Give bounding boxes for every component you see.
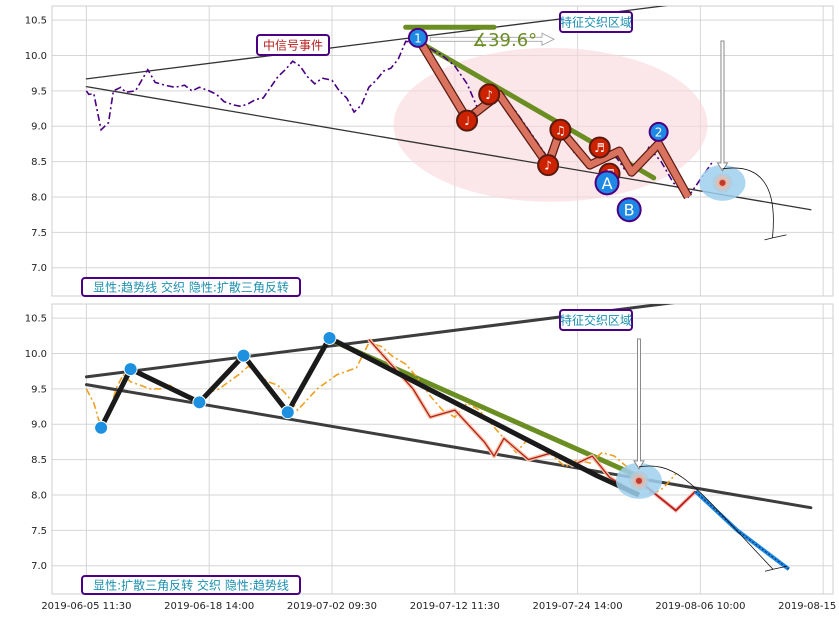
top-connector-curve <box>722 167 774 238</box>
numbered-marker-label: 2 <box>655 125 663 139</box>
top-bottom-label-text: 显性:趋势线 交织 隐性:扩散三角反转 <box>93 279 289 294</box>
bottom-ytick-label: 9.0 <box>31 420 47 431</box>
angle-label: ∡39.6° <box>472 30 537 51</box>
pivot-point-1 <box>123 362 138 377</box>
top-ytick-label: 8.5 <box>31 157 47 168</box>
event-label: 中信号事件 <box>256 34 330 56</box>
bottom-ytick-label: 7.0 <box>31 561 47 572</box>
x-tick-label: 2019-06-05 11:30 <box>41 601 131 612</box>
bottom-down-arrow <box>633 338 645 470</box>
bottom-ytick-label: 9.5 <box>31 384 47 395</box>
top-bottom-label-box <box>81 277 301 297</box>
top-bottom-label: 显性:趋势线 交织 隐性:扩散三角反转 <box>81 277 301 297</box>
top-region-label-text: 特征交织区域 <box>560 14 632 29</box>
bottom-series-2 <box>98 335 641 498</box>
bottom-grid <box>52 304 833 594</box>
bottom-trendline-1 <box>84 383 813 510</box>
top-ytick-label: 7.0 <box>31 263 47 274</box>
note-marker-glyph: ♩ <box>464 114 470 128</box>
bottom-ytick-label: 10.5 <box>25 314 47 325</box>
bottom-frame <box>51 303 834 595</box>
note-marker-2 <box>537 154 560 177</box>
note-marker-glyph: ♪ <box>485 88 493 102</box>
bottom-bottom-label-box <box>81 575 301 595</box>
note-marker-0 <box>456 109 479 132</box>
angle-arrow <box>429 32 555 46</box>
x-axis: 2019-06-05 11:30 2019-06-18 14:00 2019-07-… <box>41 601 839 612</box>
pivot-point-2 <box>192 395 207 410</box>
x-tick-label: 2019-06-18 14:00 <box>164 601 254 612</box>
top-down-arrow <box>716 40 729 172</box>
pivot-point-4 <box>280 405 295 420</box>
bottom-ytick-label: 8.5 <box>31 455 47 466</box>
numbered-marker-label: A <box>602 174 613 193</box>
bottom-target-dot <box>635 477 642 484</box>
bottom-connector-curve <box>638 465 774 570</box>
bottom-ytick-label: 10.0 <box>25 349 47 360</box>
top-ytick-label: 7.5 <box>31 228 47 239</box>
numbered-marker-label: 1 <box>414 31 422 45</box>
top-ytick-label: 8.0 <box>31 192 47 203</box>
bottom-series-0 <box>85 341 677 497</box>
pivot-point-5 <box>322 330 337 345</box>
note-marker-glyph: ♪ <box>544 159 552 173</box>
top-ytick-label: 9.0 <box>31 122 47 133</box>
pivot-point-3 <box>236 348 251 363</box>
numbered-marker-1 <box>594 170 620 196</box>
numbered-marker-3 <box>616 197 642 223</box>
pivot-point-0 <box>94 420 109 435</box>
top-ytick-label: 10.5 <box>25 16 47 27</box>
bottom-ytick-label: 8.0 <box>31 490 47 501</box>
top-ytick-label: 10.0 <box>25 51 47 62</box>
numbered-marker-label: B <box>624 201 635 220</box>
bottom-plot-area <box>84 304 813 572</box>
top-panel: 7.07.58.08.59.09.510.010.5♩♪♪♫♬♬1A2B∡39.… <box>25 5 834 297</box>
note-marker-1 <box>478 83 501 106</box>
x-tick-label: 2019-07-02 09:30 <box>287 601 377 612</box>
top-region-label-box <box>559 11 633 33</box>
top-frame <box>51 5 834 297</box>
top-ytick-label: 9.5 <box>31 86 47 97</box>
numbered-marker-2 <box>648 121 669 142</box>
top-target-dot <box>719 179 726 186</box>
bottom-series-4 <box>695 491 790 570</box>
top-trendline-1 <box>85 85 812 211</box>
top-series-1 <box>415 36 691 199</box>
bottom-connector-end <box>764 565 788 572</box>
bottom-region-label-text: 特征交织区域 <box>560 312 632 327</box>
bottom-ytick-label: 7.5 <box>31 526 47 537</box>
bottom-region-label-box <box>559 309 633 331</box>
note-marker-3 <box>549 118 572 141</box>
bottom-bottom-label-text: 显性:扩散三角反转 交织 隐性:趋势线 <box>93 577 289 592</box>
bottom-panel: 7.0 7.5 8.0 8.5 9.0 9.5 10.0 10.5 特征交织区域显性:扩散三角反… <box>25 303 834 595</box>
note-marker-4 <box>588 136 611 159</box>
top-connector-end <box>764 234 787 241</box>
event-label-box <box>256 34 330 56</box>
bottom-region-label: 特征交织区域 <box>559 309 633 331</box>
bottom-bottom-label: 显性:扩散三角反转 交织 隐性:趋势线 <box>81 575 301 595</box>
x-tick-label: 2019-08-06 10:00 <box>655 601 745 612</box>
x-tick-label: 2019-08-15 14:00 <box>778 601 839 612</box>
numbered-marker-0 <box>407 27 428 48</box>
top-trendline-0 <box>85 6 668 80</box>
x-tick-label: 2019-07-12 11:30 <box>410 601 500 612</box>
x-tick-label: 2019-07-24 14:00 <box>533 601 623 612</box>
note-marker-glyph: ♫ <box>555 123 566 137</box>
note-marker-glyph: ♬ <box>594 141 605 155</box>
bottom-series-1 <box>368 338 640 496</box>
bottom-trendline-0 <box>84 304 675 379</box>
event-label-text: 中信号事件 <box>263 37 323 52</box>
top-region-label: 特征交织区域 <box>559 11 633 33</box>
